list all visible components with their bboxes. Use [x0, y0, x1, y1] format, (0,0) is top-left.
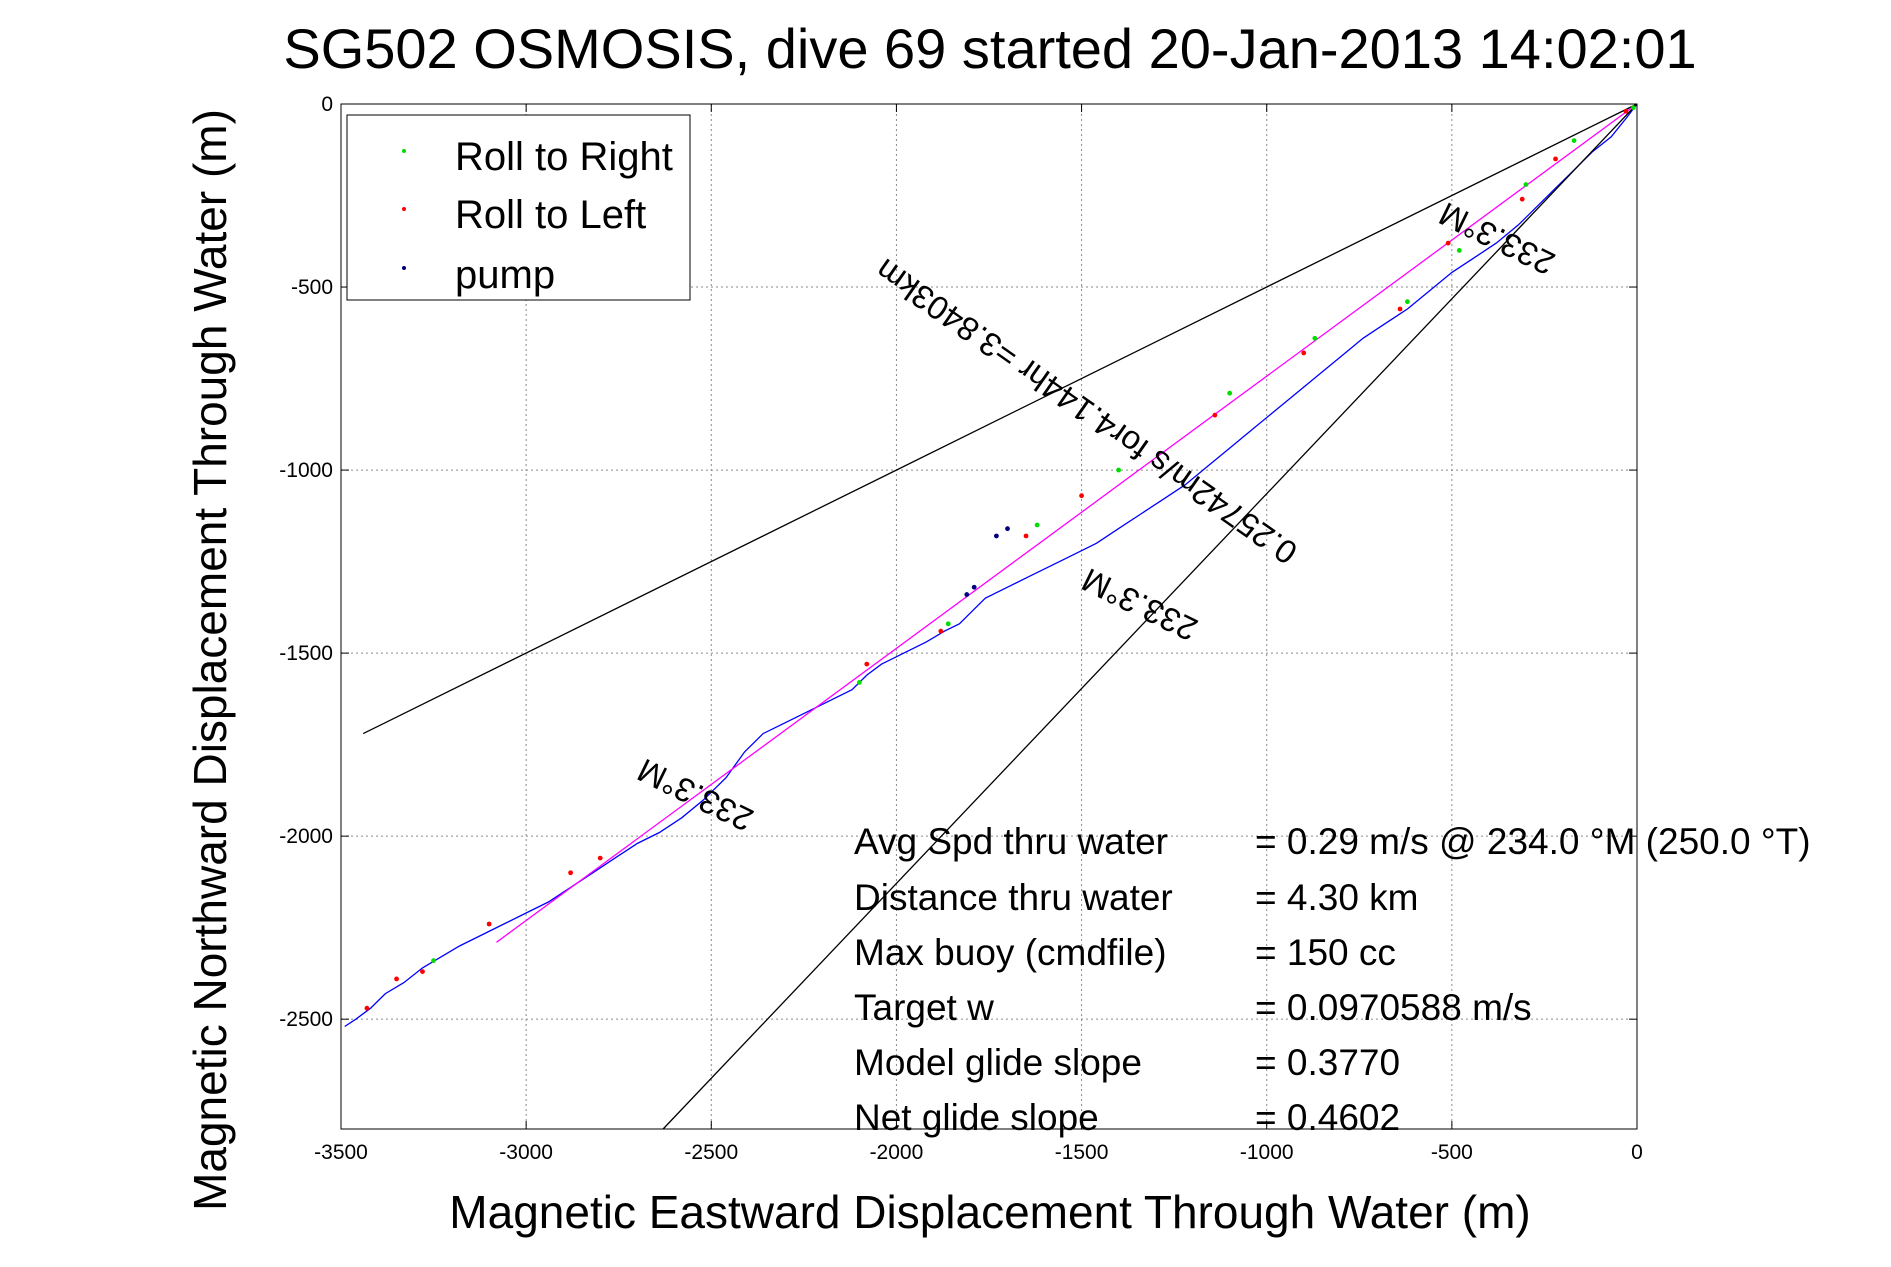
- y-tick-label: -1500: [279, 642, 333, 665]
- legend-marker-pump: [402, 266, 406, 270]
- marker-roll-left: [1023, 533, 1029, 539]
- stat-value-distance: = 4.30 km: [1255, 877, 1419, 918]
- marker-roll-right: [1034, 522, 1040, 528]
- marker-roll-right: [1116, 467, 1121, 473]
- stats-block: Avg Spd thru water = 0.29 m/s @ 234.0 °M…: [854, 821, 1811, 1138]
- stat-value-avg-speed: = 0.29 m/s @ 234.0 °M (250.0 °T): [1255, 821, 1811, 862]
- marker-layer: [364, 105, 1636, 1011]
- legend-label-pump: pump: [455, 253, 555, 297]
- marker-pump: [1005, 526, 1010, 532]
- marker-roll-left: [1445, 240, 1451, 246]
- stat-label-target-w: Target w: [854, 987, 994, 1028]
- stat-label-model-glide-slope: Model glide slope: [854, 1042, 1142, 1083]
- marker-roll-left: [864, 661, 870, 667]
- x-tick-label: -500: [1431, 1141, 1473, 1164]
- series-track: [344, 103, 1638, 1028]
- stat-label-distance: Distance thru water: [854, 877, 1173, 918]
- stat-label-avg-speed: Avg Spd thru water: [854, 821, 1168, 862]
- y-axis-title: Magnetic Northward Displacement Through …: [184, 109, 236, 1211]
- legend: Roll to Right Roll to Left pump: [346, 114, 691, 301]
- stat-value-net-glide-slope: = 0.4602: [1255, 1097, 1400, 1138]
- marker-pump: [971, 584, 977, 590]
- stat-label-max-buoy: Max buoy (cmdfile): [854, 932, 1167, 973]
- plot-frame: [340, 103, 1638, 1130]
- marker-roll-right: [1523, 182, 1529, 187]
- marker-roll-right: [431, 958, 436, 964]
- marker-roll-left: [938, 628, 944, 634]
- series-bound-line: [362, 103, 1638, 735]
- marker-roll-left: [568, 870, 573, 876]
- marker-roll-left: [364, 1005, 370, 1011]
- x-tick-label: -3500: [314, 1141, 368, 1164]
- marker-pump: [994, 533, 999, 539]
- marker-roll-left: [597, 855, 603, 861]
- stat-value-model-glide-slope: = 0.3770: [1255, 1042, 1400, 1083]
- marker-pump: [964, 592, 970, 597]
- marker-roll-right: [857, 679, 862, 685]
- legend-marker-roll-right: [402, 149, 406, 153]
- x-axis-title: Magnetic Eastward Displacement Through W…: [449, 1186, 1530, 1238]
- marker-roll-left: [486, 921, 492, 927]
- legend-label-roll-left: Roll to Left: [455, 193, 646, 237]
- marker-roll-right: [1571, 138, 1577, 144]
- y-tick-label: -1000: [279, 459, 333, 482]
- marker-roll-left: [1301, 350, 1307, 356]
- y-tick-label: -2500: [279, 1008, 333, 1031]
- marker-roll-left: [1623, 108, 1629, 114]
- series-bound-line: [662, 103, 1638, 1130]
- x-tick-label: -1500: [1055, 1141, 1109, 1164]
- marker-roll-right: [1456, 248, 1462, 253]
- legend-label-roll-right: Roll to Right: [455, 135, 673, 179]
- x-tick-label: -1000: [1240, 1141, 1294, 1164]
- y-tick-label: -500: [291, 276, 333, 299]
- marker-roll-left: [1079, 493, 1084, 499]
- stat-label-net-glide-slope: Net glide slope: [854, 1097, 1099, 1138]
- marker-roll-left: [1553, 156, 1558, 162]
- marker-roll-right: [1630, 105, 1636, 111]
- x-tick-label: -2000: [870, 1141, 924, 1164]
- marker-roll-left: [1519, 196, 1525, 202]
- chart-title: SG502 OSMOSIS, dive 69 started 20-Jan-20…: [283, 17, 1696, 80]
- x-tick-label: -3000: [499, 1141, 553, 1164]
- y-tick-label: 0: [321, 93, 333, 116]
- marker-roll-right: [1227, 390, 1233, 396]
- track-annotation: 233.3°M: [632, 752, 759, 839]
- legend-marker-roll-left: [402, 207, 406, 211]
- x-tick-label: -2500: [684, 1141, 738, 1164]
- y-tick-label: -2000: [279, 825, 333, 848]
- x-tick-label: 0: [1631, 1141, 1643, 1164]
- marker-roll-right: [945, 621, 951, 627]
- tick-layer: -3500 -3000 -2500 -2000 -1500 -1000 -500 0 0 -500…: [279, 93, 1643, 1164]
- stat-value-target-w: = 0.0970588 m/s: [1255, 987, 1532, 1028]
- stat-value-max-buoy: = 150 cc: [1255, 932, 1396, 973]
- marker-roll-left: [1397, 306, 1403, 312]
- marker-roll-left: [1212, 412, 1218, 418]
- marker-roll-right: [1405, 299, 1410, 305]
- track-annotation: 233.3°M: [1076, 561, 1203, 648]
- marker-roll-right: [1312, 335, 1318, 341]
- marker-roll-left: [420, 969, 425, 974]
- marker-roll-left: [394, 976, 399, 982]
- track-annotation: 0.25742m/s for4.144hr =3.8403km: [868, 252, 1303, 572]
